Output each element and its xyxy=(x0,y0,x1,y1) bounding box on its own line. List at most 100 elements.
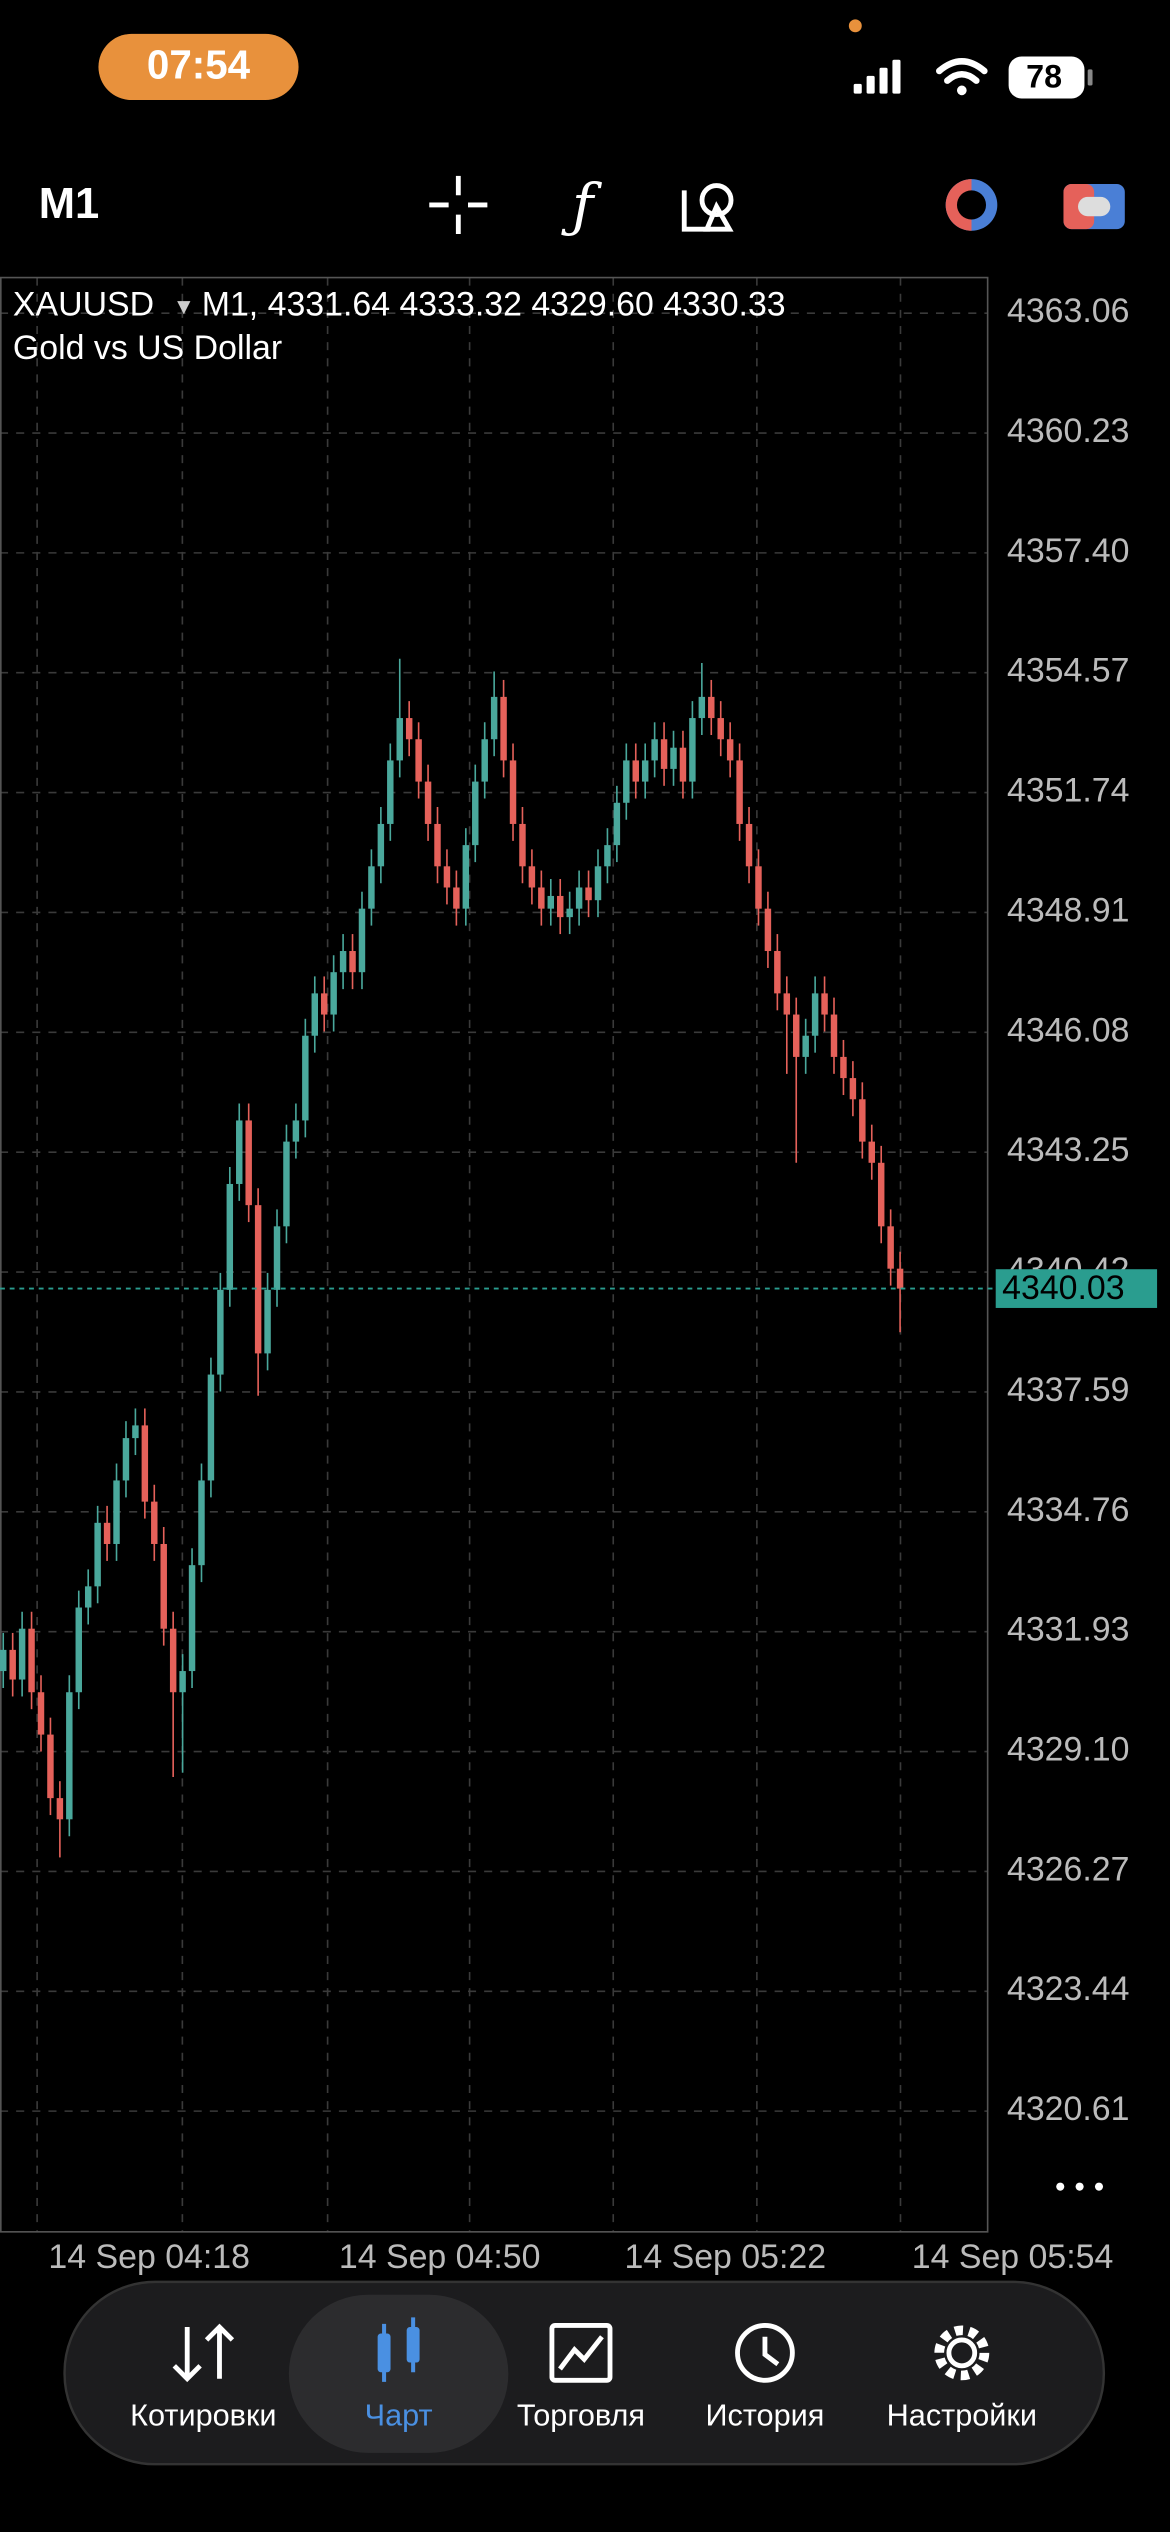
wifi-icon xyxy=(935,58,988,84)
candle-body xyxy=(877,1162,885,1227)
candle-body xyxy=(708,696,715,719)
candle-body xyxy=(122,1438,130,1481)
x-tick-label: 14 Sep 04:50 xyxy=(339,2238,541,2276)
candle-body xyxy=(132,1425,139,1439)
candle-body xyxy=(811,993,819,1036)
y-tick-label: 4357.40 xyxy=(1007,532,1129,570)
candle-body xyxy=(330,972,337,1015)
candle-body xyxy=(840,1056,847,1079)
candle-body xyxy=(774,951,781,994)
candle-body xyxy=(415,739,422,782)
candle-body xyxy=(443,866,451,888)
candle-body xyxy=(302,1035,309,1121)
current-price-box xyxy=(995,1269,1158,1308)
tab-item[interactable]: Настройки xyxy=(887,2325,1037,2433)
candle-body xyxy=(528,866,536,888)
candle-body xyxy=(783,993,791,1015)
icon xyxy=(382,2317,416,2382)
candle-body xyxy=(387,760,394,824)
y-tick-label: 4363.06 xyxy=(1007,292,1129,330)
candle-body xyxy=(613,802,621,846)
candle-body xyxy=(254,1205,262,1354)
y-tick-label: 4331.93 xyxy=(1007,1611,1129,1649)
tab-item[interactable]: Котировки xyxy=(130,2323,277,2433)
candle-body xyxy=(283,1141,290,1227)
candle-body xyxy=(113,1480,120,1544)
tab-label: Торговля xyxy=(517,2399,645,2433)
candle-body xyxy=(18,1628,26,1680)
objects-button[interactable] xyxy=(681,183,734,232)
candle-body xyxy=(868,1141,875,1163)
candle-body xyxy=(311,993,319,1036)
candle-body xyxy=(793,1014,800,1057)
candle-body xyxy=(509,760,517,824)
battery xyxy=(1008,56,1085,99)
candle-body xyxy=(94,1522,101,1587)
candle-body xyxy=(557,895,564,918)
tab-item[interactable]: Чарт xyxy=(288,2294,509,2453)
candle-body xyxy=(169,1628,177,1693)
candle-body xyxy=(604,845,611,867)
chart-description: Gold vs US Dollar xyxy=(13,329,282,367)
y-tick-label: 4360.23 xyxy=(1007,412,1129,450)
chart-symbol[interactable]: XAUUSD xyxy=(13,286,154,324)
candle-body xyxy=(453,887,460,909)
tab-label: Котировки xyxy=(130,2399,276,2433)
candle-body xyxy=(264,1289,271,1354)
y-tick-label: 4326.27 xyxy=(1007,1850,1129,1888)
candle-body xyxy=(660,739,668,769)
one-click-button[interactable] xyxy=(1063,183,1125,230)
candle-body xyxy=(198,1480,205,1566)
y-tick-label: 4320.61 xyxy=(1007,2090,1129,2128)
candle-body xyxy=(217,1289,224,1375)
wifi-dot xyxy=(956,85,967,96)
candle-body xyxy=(273,1226,281,1290)
y-tick-label: 4354.57 xyxy=(1007,652,1129,690)
privacy-dot xyxy=(848,19,862,33)
candle-body xyxy=(339,951,347,973)
candle-body xyxy=(358,908,366,973)
candle-body xyxy=(849,1078,857,1100)
candle-body xyxy=(462,845,470,909)
candle-body xyxy=(151,1501,158,1544)
crosshair-button[interactable] xyxy=(429,175,488,234)
candle-body xyxy=(585,887,592,901)
candle-body xyxy=(179,1671,186,1693)
tab-item[interactable]: Торговля xyxy=(517,2323,645,2433)
candle-body xyxy=(207,1374,215,1481)
candle-body xyxy=(698,696,706,719)
candle-body xyxy=(424,781,432,824)
chart-area: 4363.06 4360.23 4357.40 4354.57 4351.74 4348.… xyxy=(0,276,1158,2276)
icon xyxy=(549,2323,613,2383)
candle-body xyxy=(519,823,526,867)
tab-item[interactable]: История xyxy=(705,2323,824,2433)
symbol-dropdown[interactable]: ▼ xyxy=(173,294,195,319)
candle-body xyxy=(226,1183,234,1290)
candle-body xyxy=(320,993,328,1015)
icon xyxy=(946,2337,978,2369)
y-tick-label: 4334.76 xyxy=(1007,1491,1129,1529)
y-tick-label: 4343.25 xyxy=(1007,1131,1129,1169)
more-button[interactable] xyxy=(1056,2182,1104,2191)
trade-signals-button[interactable] xyxy=(945,179,998,231)
candle-body xyxy=(103,1522,111,1544)
candle-body xyxy=(188,1565,196,1672)
candle-body xyxy=(0,1649,7,1672)
tab-label: История xyxy=(705,2399,824,2433)
y-tick-label: 4323.44 xyxy=(1007,1970,1129,2008)
candle-body xyxy=(377,823,385,867)
candle-body xyxy=(84,1586,92,1608)
candle-body xyxy=(566,908,573,918)
timeframe-button[interactable]: M1 xyxy=(39,180,100,228)
y-tick-label: 4337.59 xyxy=(1007,1371,1129,1409)
y-tick-label: 4351.74 xyxy=(1007,772,1129,810)
candle-body xyxy=(349,951,356,973)
time-pill xyxy=(98,33,299,101)
candle-body xyxy=(594,866,602,901)
candle-body xyxy=(736,760,743,824)
x-tick-label: 14 Sep 05:54 xyxy=(912,2238,1114,2276)
candle-body xyxy=(717,718,724,740)
icon xyxy=(558,2335,604,2371)
